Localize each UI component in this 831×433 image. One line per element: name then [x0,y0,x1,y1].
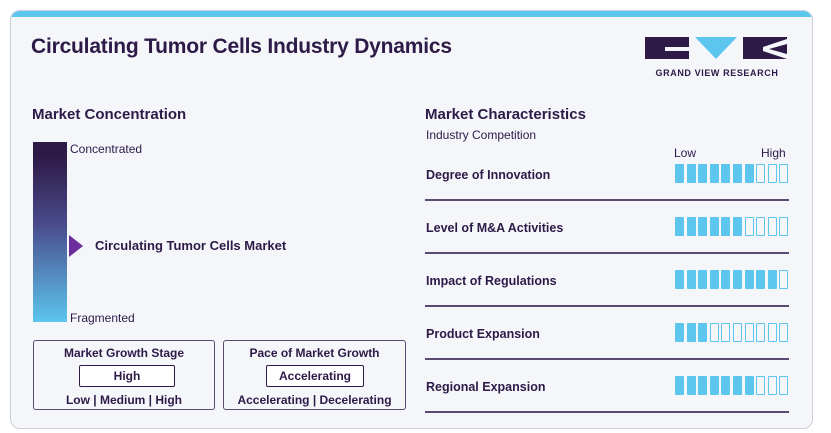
rating-segment-empty [779,270,789,289]
pace-of-market-growth-box: Pace of Market Growth Accelerating Accel… [223,340,406,410]
rating-segment-empty [767,217,777,236]
rating-segment-filled [767,270,777,289]
rating-segment-empty [779,217,789,236]
rating-segment-empty [721,323,731,342]
rating-segment-empty [744,217,754,236]
scale-low-label: Low [674,146,697,160]
characteristic-label: Level of M&A Activities [426,221,564,235]
rating-segment-filled [709,164,719,183]
rating-meter [675,270,789,289]
rating-segment-filled [698,164,708,183]
rating-segment-filled [756,270,766,289]
characteristic-row: Impact of Regulations [425,255,789,307]
rating-segment-empty [756,376,766,395]
rating-segment-empty [744,323,754,342]
rating-meter [675,323,789,342]
rating-segment-filled [721,270,731,289]
rating-segment-filled [721,217,731,236]
growth-stage-title: Market Growth Stage [63,346,185,360]
rating-segment-empty [756,217,766,236]
row-divider [425,411,789,413]
rating-segment-filled [721,164,731,183]
rating-segment-filled [733,270,742,289]
characteristic-row: Product Expansion [425,308,789,360]
rating-segment-filled [686,376,696,395]
rating-segment-filled [698,217,708,236]
rating-segment-filled [744,270,754,289]
rating-segment-filled [675,217,684,236]
growth-pace-title: Pace of Market Growth [249,346,380,360]
rating-segment-filled [686,323,696,342]
characteristic-label: Impact of Regulations [426,274,557,288]
characteristic-row: Level of M&A Activities [425,202,789,254]
scale-high-label: High [761,146,786,160]
market-growth-stage-box: Market Growth Stage High Low | Medium | … [33,340,215,410]
row-divider [425,252,789,254]
rating-segment-filled [675,164,684,183]
logo-mark-icon [645,37,787,59]
rating-segment-empty [767,164,777,183]
concentration-gradient-bar [33,142,67,322]
rating-segment-filled [675,376,684,395]
rating-segment-empty [779,323,789,342]
market-concentration-heading: Market Concentration [32,106,187,123]
rating-segment-filled [698,270,708,289]
rating-segment-filled [709,270,719,289]
rating-segment-empty [767,376,777,395]
rating-segment-filled [744,376,754,395]
rating-segment-filled [733,376,742,395]
market-characteristics-heading: Market Characteristics [425,106,586,123]
market-position-arrow-icon [69,235,83,258]
rating-segment-filled [698,323,708,342]
characteristic-row: Degree of Innovation [425,149,789,201]
characteristic-row: Regional Expansion [425,361,789,413]
growth-pace-value: Accelerating [266,365,364,387]
rating-segment-filled [721,376,731,395]
rating-segment-filled [709,217,719,236]
characteristic-label: Product Expansion [426,327,540,341]
grand-view-research-logo: GRAND VIEW RESEARCH [643,35,791,83]
rating-segment-empty [756,164,766,183]
rating-segment-filled [686,270,696,289]
industry-competition-label: Industry Competition [426,128,537,142]
rating-segment-filled [744,164,754,183]
rating-segment-filled [698,376,708,395]
page-title: Circulating Tumor Cells Industry Dynamic… [31,35,452,58]
rating-segment-filled [733,164,742,183]
rating-segment-filled [675,323,684,342]
rating-segment-empty [733,323,742,342]
rating-meter [675,164,789,183]
rating-segment-empty [709,323,719,342]
row-divider [425,305,789,307]
characteristic-label: Regional Expansion [426,380,546,394]
growth-stage-value: High [79,365,175,387]
characteristic-label: Degree of Innovation [426,168,551,182]
rating-segment-filled [686,217,696,236]
growth-stage-options: Low | Medium | High [65,393,183,407]
rating-meter [675,376,789,395]
growth-pace-options: Accelerating | Decelerating [237,393,392,407]
logo-text: GRAND VIEW RESEARCH [655,68,779,78]
fragmented-label: Fragmented [70,311,135,325]
rating-segment-empty [756,323,766,342]
rating-meter [675,217,789,236]
concentrated-label: Concentrated [70,142,143,156]
industry-dynamics-card: Circulating Tumor Cells Industry Dynamic… [10,10,813,429]
market-position-label: Circulating Tumor Cells Market [95,238,287,254]
rating-segment-filled [675,270,684,289]
row-divider [425,199,789,201]
rating-segment-filled [733,217,742,236]
card-accent-bar [11,11,812,17]
rating-segment-filled [686,164,696,183]
rating-segment-filled [709,376,719,395]
rating-segment-empty [767,323,777,342]
row-divider [425,358,789,360]
rating-segment-empty [779,164,789,183]
rating-segment-empty [779,376,789,395]
